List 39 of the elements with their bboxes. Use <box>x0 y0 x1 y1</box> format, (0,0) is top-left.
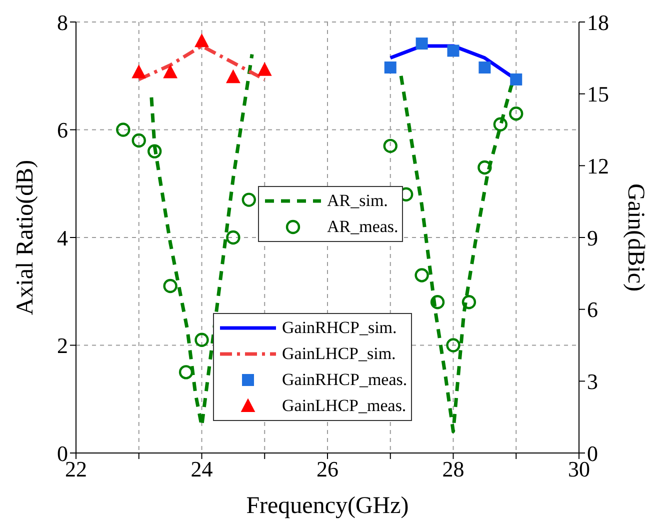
point <box>493 117 508 132</box>
x-tick-label: 28 <box>442 456 464 482</box>
point <box>194 332 209 347</box>
legend-label: GainLHCP_sim. <box>282 344 396 364</box>
point <box>242 192 256 207</box>
legend-label: AR_meas. <box>327 217 398 237</box>
legend-label: GainRHCP_sim. <box>282 318 397 338</box>
y2-tick-label: 18 <box>587 10 609 35</box>
x-tick-label: 26 <box>316 456 338 482</box>
x-axis-title: Frequency(GHz) <box>246 493 409 519</box>
point <box>462 295 476 310</box>
y-tick-label: 4 <box>57 225 68 250</box>
y-tick-label: 8 <box>57 10 68 35</box>
y2-tick-label: 15 <box>587 82 609 107</box>
y-tick-label: 6 <box>57 118 68 143</box>
point <box>116 122 130 137</box>
point <box>414 268 429 282</box>
y2-axis-title: Gain(dBic) <box>622 184 648 292</box>
point <box>132 133 146 148</box>
point <box>147 144 162 158</box>
point <box>383 138 398 154</box>
legend-label: GainRHCP_meas. <box>282 370 408 390</box>
point <box>509 106 524 121</box>
point <box>178 365 194 380</box>
y2-tick-label: 12 <box>587 153 609 178</box>
point <box>478 160 492 175</box>
legend-label: GainLHCP_meas. <box>282 396 406 416</box>
x-tick-label: 24 <box>190 456 213 482</box>
point <box>226 230 240 245</box>
point <box>430 295 445 310</box>
y-tick-label: 2 <box>57 333 68 358</box>
y-axis-title: Axial Ratio(dB) <box>12 160 39 316</box>
y2-tick-label: 3 <box>587 368 598 394</box>
point <box>446 338 460 352</box>
point <box>163 278 178 294</box>
y2-tick-label: 6 <box>587 297 598 322</box>
y-tick-label: 0 <box>57 440 68 466</box>
y2-tick-label: 9 <box>587 225 598 250</box>
legend-label: AR_sim. <box>327 191 388 211</box>
